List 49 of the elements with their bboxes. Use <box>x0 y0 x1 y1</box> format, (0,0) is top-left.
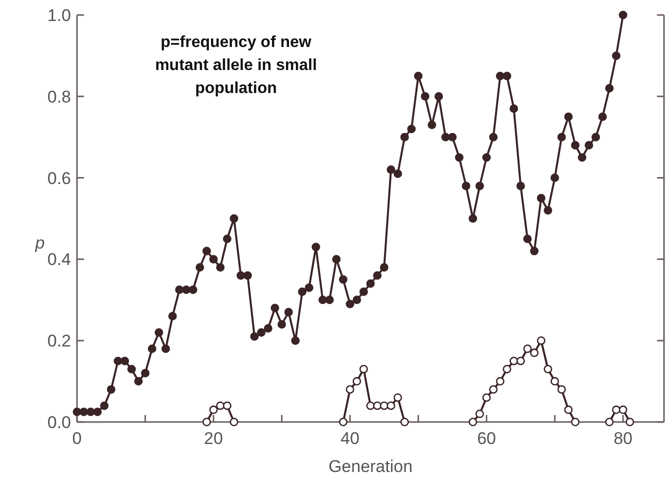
point <box>468 418 478 426</box>
x-tick-label: 0 <box>72 429 82 448</box>
point <box>626 418 634 426</box>
point <box>523 344 532 353</box>
point <box>605 418 614 426</box>
point <box>216 401 225 410</box>
point <box>612 406 620 414</box>
y-tick-label: 0.4 <box>47 250 71 270</box>
point <box>536 336 546 345</box>
x-axis-title: Generation <box>328 457 413 476</box>
point <box>352 377 362 386</box>
y-tick-label: 0.8 <box>47 87 71 106</box>
point <box>571 418 580 426</box>
point <box>564 406 573 414</box>
y-tick-label: 0.0 <box>47 413 71 432</box>
x-tick-label: 60 <box>477 429 496 448</box>
point <box>346 385 354 394</box>
point <box>550 377 560 386</box>
point <box>400 418 409 426</box>
point <box>496 377 504 386</box>
point <box>557 385 566 394</box>
point <box>394 393 402 402</box>
point <box>530 348 539 358</box>
point <box>544 364 552 374</box>
point <box>475 410 484 418</box>
point <box>209 406 218 414</box>
y-tick-label: 0.2 <box>47 332 71 351</box>
point <box>230 418 238 426</box>
point <box>338 418 348 426</box>
point <box>373 401 382 410</box>
x-tick-label: 40 <box>340 429 360 448</box>
point <box>222 401 232 410</box>
y-tick-label: 1.0 <box>47 6 71 25</box>
y-tick-label: 0.6 <box>47 168 71 188</box>
point <box>502 364 512 374</box>
point <box>380 401 388 410</box>
point <box>386 401 396 410</box>
point <box>618 406 628 414</box>
point <box>366 401 375 410</box>
point <box>510 356 518 366</box>
y-axis-title: p <box>34 234 45 252</box>
point <box>516 356 525 366</box>
point <box>359 364 368 374</box>
point <box>489 385 498 394</box>
x-tick-label: 20 <box>204 429 223 448</box>
point <box>482 393 491 402</box>
annotation: p=frequency of new mutant allele in small population <box>155 34 317 97</box>
x-tick-label: 80 <box>614 429 633 448</box>
point <box>202 418 211 426</box>
